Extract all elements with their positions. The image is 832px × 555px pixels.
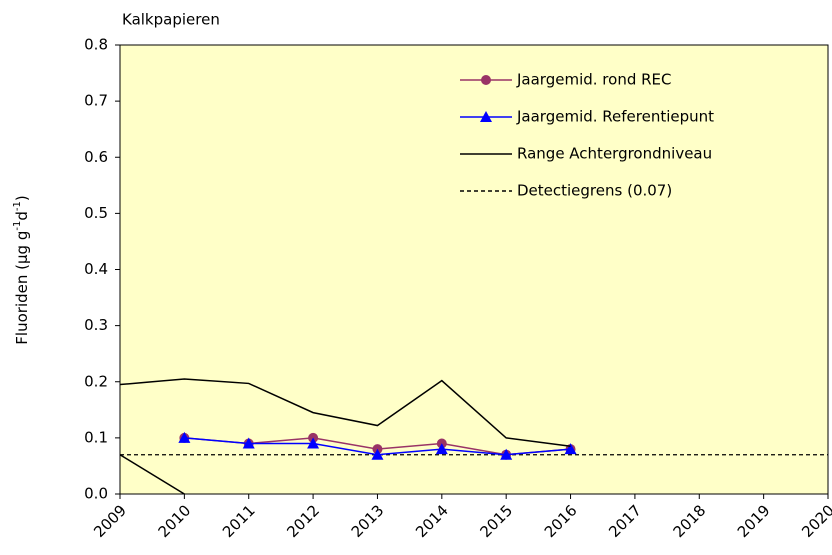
chart-title: Kalkpapieren <box>122 11 220 29</box>
y-axis-label: Fluoriden (µg g-1d-1) <box>12 195 31 344</box>
y-tick-label: 0.7 <box>84 92 108 110</box>
x-tick-label: 2016 <box>541 501 581 541</box>
point <box>307 437 320 449</box>
legend-label: Detectiegrens (0.07) <box>517 182 672 200</box>
legend-marker <box>480 111 492 122</box>
series-line <box>120 378 571 448</box>
y-label-part: ) <box>13 195 31 201</box>
x-tick-label: 2011 <box>219 501 259 541</box>
point <box>435 443 448 455</box>
point <box>178 431 191 443</box>
point <box>500 448 513 460</box>
y-label-part: -1 <box>12 201 23 211</box>
x-tick-label: 2019 <box>734 501 774 541</box>
y-label-part: -1 <box>12 221 23 231</box>
point <box>564 443 577 455</box>
y-tick-label: 0.4 <box>84 260 108 278</box>
x-tick-label: 2017 <box>605 501 645 541</box>
series-line <box>120 454 185 494</box>
y-tick-label: 0.6 <box>84 148 108 166</box>
legend-label: Jaargemid. Referentiepunt <box>516 108 714 126</box>
x-tick-label: 2012 <box>283 501 323 541</box>
x-tick-label: 2010 <box>155 501 195 541</box>
y-label-part: d <box>13 211 31 221</box>
y-label-part: Fluoriden (µg g <box>13 231 31 345</box>
legend-marker <box>481 75 491 85</box>
y-tick-label: 0.5 <box>84 204 108 222</box>
plot-border <box>119 44 829 495</box>
y-tick-label: 0.2 <box>84 372 108 390</box>
x-tick-label: 2013 <box>348 501 388 541</box>
plot-area <box>120 45 828 494</box>
y-tick-label: 0.1 <box>84 428 108 446</box>
x-tick-label: 2020 <box>798 501 832 541</box>
legend-label: Range Achtergrondniveau <box>517 145 712 163</box>
legend-label: Jaargemid. rond REC <box>516 71 671 89</box>
y-tick-label: 0.3 <box>84 316 108 334</box>
x-tick-label: 2014 <box>412 501 452 541</box>
y-tick-label: 0.0 <box>84 485 108 503</box>
x-tick-label: 2015 <box>476 501 516 541</box>
point <box>371 448 384 460</box>
x-tick-label: 2018 <box>670 501 710 541</box>
point <box>242 437 255 449</box>
x-tick-label: 2009 <box>90 501 130 541</box>
y-tick-label: 0.8 <box>84 36 108 54</box>
